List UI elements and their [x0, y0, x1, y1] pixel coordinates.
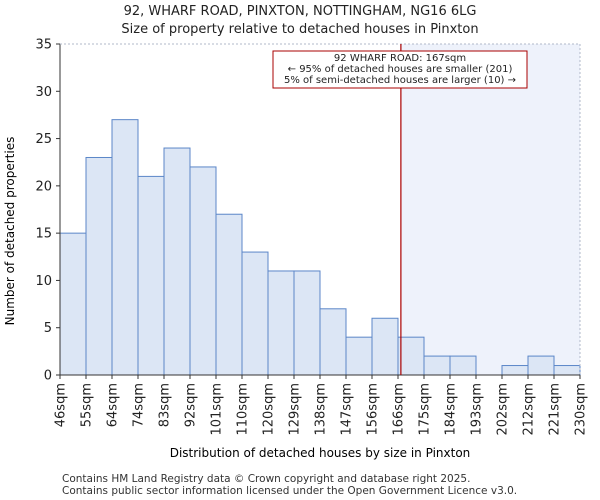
y-tick-label: 0	[44, 369, 52, 384]
y-tick-label: 20	[35, 179, 52, 194]
x-tick-label: 110sqm	[236, 383, 251, 436]
bar-46sqm	[59, 232, 87, 376]
x-tick-label: 64sqm	[106, 383, 121, 427]
annotation-line-2: ← 95% of detached houses are smaller (20…	[288, 64, 513, 75]
x-tick-label: 221sqm	[548, 383, 563, 436]
bar-175sqm	[423, 355, 451, 376]
x-tick-label: 212sqm	[522, 383, 537, 436]
chart-title: 92, WHARF ROAD, PINXTON, NOTTINGHAM, NG1…	[123, 4, 477, 19]
x-tick-label: 175sqm	[418, 383, 433, 436]
y-tick-label: 10	[35, 274, 52, 289]
bar-64sqm	[111, 119, 139, 376]
x-tick-label: 184sqm	[444, 383, 459, 436]
bar-166sqm	[397, 336, 425, 376]
footer-licence: Contains public sector information licen…	[62, 485, 518, 497]
x-tick-label: 129sqm	[288, 383, 303, 436]
x-axis-label: Distribution of detached houses by size …	[170, 446, 471, 460]
y-tick-label: 30	[35, 85, 52, 100]
x-tick-label: 74sqm	[132, 383, 147, 427]
bar-83sqm	[163, 147, 191, 376]
x-tick-label: 147sqm	[340, 383, 355, 436]
highlight-region	[400, 44, 580, 375]
x-tick-label: 120sqm	[262, 383, 277, 436]
x-tick-label: 202sqm	[496, 383, 511, 436]
x-tick-label: 193sqm	[470, 383, 485, 436]
annotation-line-3: 5% of semi-detached houses are larger (1…	[284, 75, 516, 86]
x-tick-label: 166sqm	[392, 383, 407, 436]
x-tick-label: 55sqm	[80, 383, 95, 427]
bar-156sqm	[371, 317, 399, 376]
bar-92sqm	[189, 166, 217, 376]
x-tick-label: 46sqm	[54, 383, 69, 427]
x-tick-label: 156sqm	[366, 383, 381, 436]
y-tick-label: 35	[35, 38, 52, 53]
bar-212sqm	[527, 355, 555, 376]
bar-202sqm	[501, 365, 529, 376]
bar-101sqm	[215, 213, 243, 376]
bar-129sqm	[293, 270, 321, 376]
x-tick-label: 92sqm	[184, 383, 199, 427]
bar-120sqm	[267, 270, 295, 376]
bar-138sqm	[319, 308, 347, 376]
bar-184sqm	[449, 355, 477, 376]
y-tick-label: 5	[44, 321, 52, 336]
bar-55sqm	[85, 156, 113, 376]
chart-subtitle: Size of property relative to detached ho…	[121, 22, 479, 37]
annotation-box	[272, 50, 528, 89]
bar-110sqm	[241, 251, 269, 376]
x-tick-label: 83sqm	[158, 383, 173, 427]
x-tick-label: 101sqm	[210, 383, 225, 436]
bar-74sqm	[137, 175, 165, 376]
x-tick-label: 138sqm	[314, 383, 329, 436]
footer-copyright: Contains HM Land Registry data © Crown c…	[62, 473, 471, 485]
y-tick-label: 15	[35, 227, 52, 242]
y-axis-label: Number of detached properties	[3, 137, 17, 326]
bar-221sqm	[553, 365, 581, 376]
annotation-line-1: 92 WHARF ROAD: 167sqm	[334, 53, 466, 64]
y-tick-label: 25	[35, 132, 52, 147]
x-tick-label: 230sqm	[574, 383, 589, 436]
bar-147sqm	[345, 336, 373, 376]
